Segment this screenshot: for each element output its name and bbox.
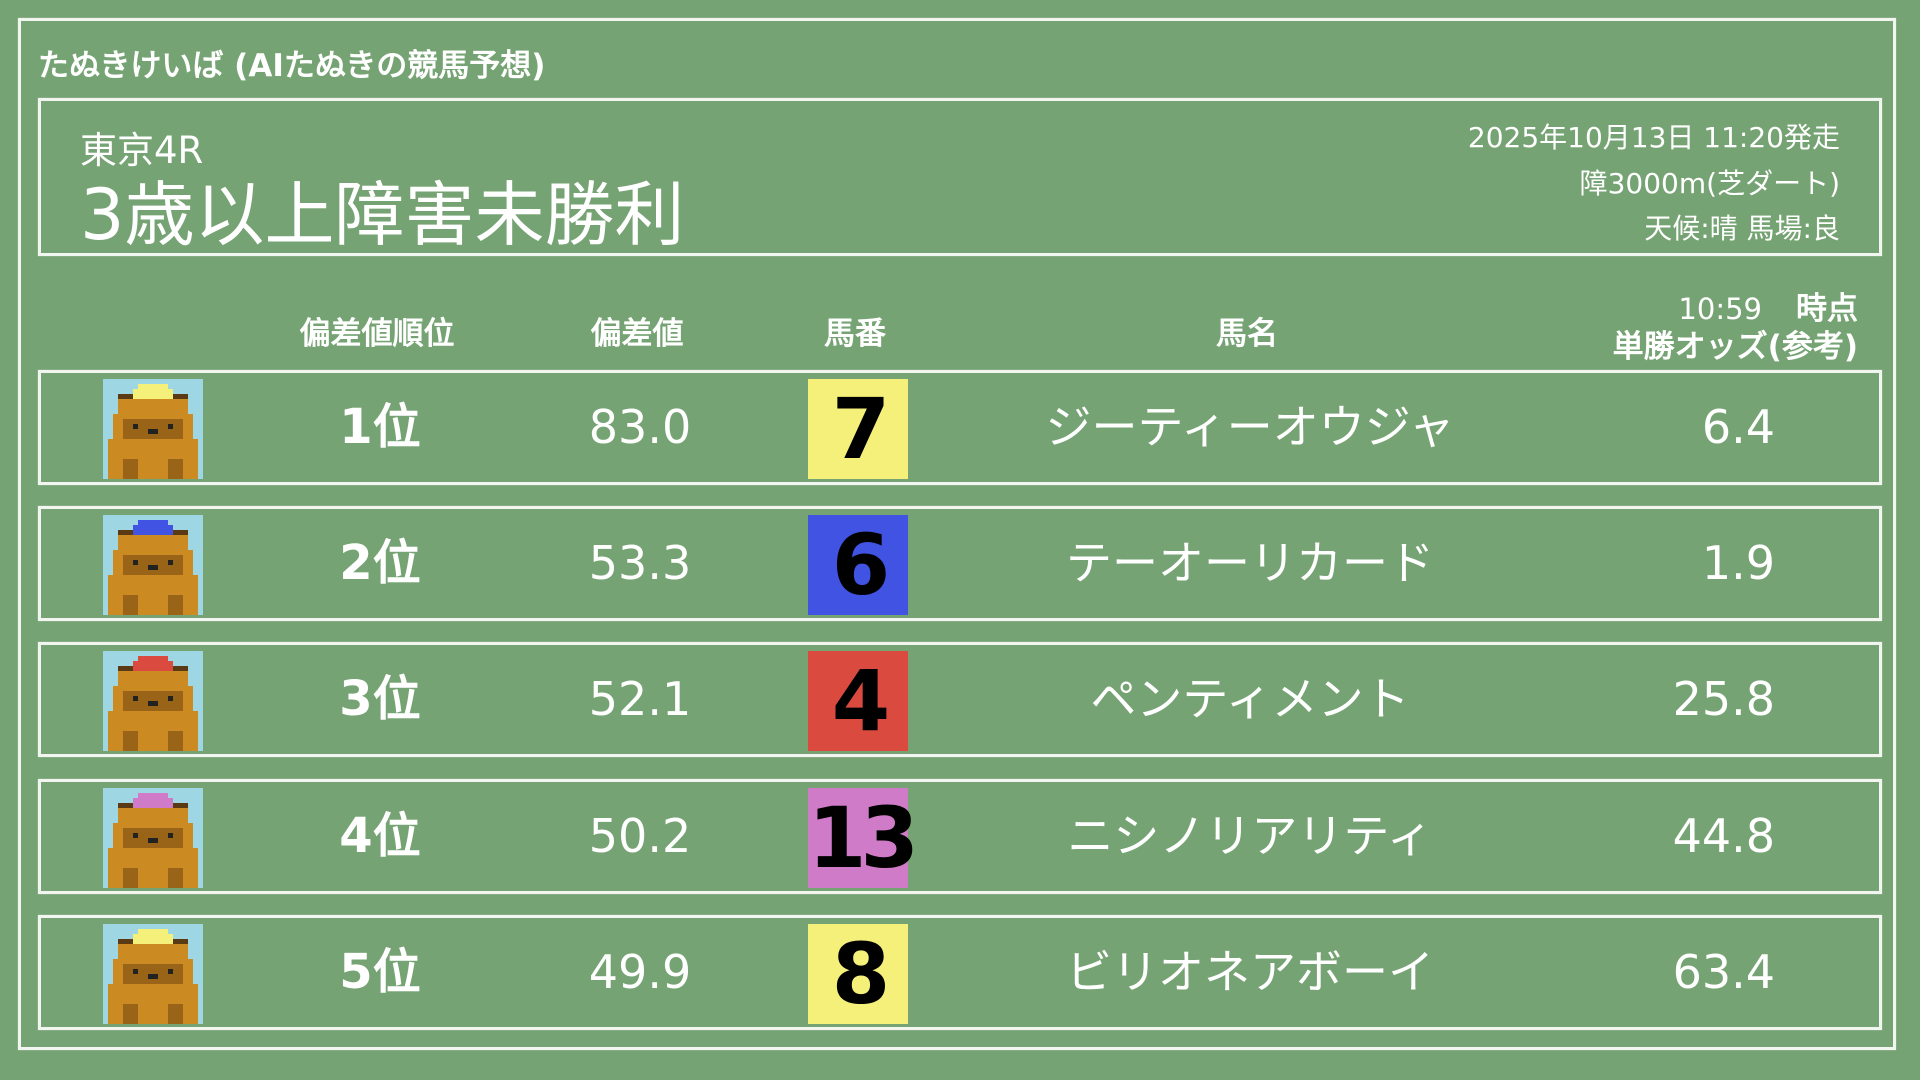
- table-row: 5位 49.9 8 ビリオネアボーイ 63.4: [38, 915, 1882, 1030]
- tanuki-icon: [103, 788, 203, 888]
- column-header-name: 馬名: [1216, 316, 1278, 352]
- rank: 1位: [339, 399, 421, 455]
- race-venue: 東京4R: [80, 129, 204, 172]
- horse-name: ビリオネアボーイ: [1066, 945, 1434, 999]
- odds: 44.8: [1672, 809, 1775, 863]
- horse-number: 13: [808, 788, 919, 888]
- table-row: 3位 52.1 4 ペンティメント 25.8: [38, 642, 1882, 757]
- horse-number: 7: [808, 379, 908, 479]
- rank: 4位: [339, 808, 421, 864]
- table-row: 1位 83.0 7 ジーティーオウジャ 6.4: [38, 370, 1882, 485]
- horse-name: ニシノリアリティ: [1067, 809, 1433, 863]
- score: 52.1: [588, 672, 692, 726]
- site-title: たぬきけいば (AIたぬきの競馬予想): [38, 48, 546, 84]
- rank: 3位: [339, 671, 421, 727]
- race-conditions: 天候:晴 馬場:良: [1644, 212, 1840, 245]
- score: 83.0: [588, 400, 692, 454]
- score: 49.9: [588, 945, 692, 999]
- horse-name: ペンティメント: [1090, 672, 1410, 726]
- column-header-rank: 偏差値順位: [299, 316, 455, 352]
- horse-number: 6: [808, 515, 908, 615]
- odds: 6.4: [1701, 400, 1775, 454]
- odds: 25.8: [1672, 672, 1775, 726]
- score: 53.3: [588, 536, 692, 590]
- horse-number: 4: [808, 651, 908, 751]
- race-course: 障3000m(芝ダート): [1579, 167, 1840, 200]
- column-header-odds: 10:59 時点 単勝オッズ(参考): [1613, 290, 1858, 366]
- odds: 1.9: [1701, 536, 1775, 590]
- table-row: 4位 50.2 13 ニシノリアリティ 44.8: [38, 779, 1882, 894]
- odds-time: 10:59: [1678, 292, 1762, 326]
- odds-time-suffix: 時点: [1796, 291, 1858, 327]
- odds-label: 単勝オッズ(参考): [1612, 329, 1858, 365]
- rank: 2位: [339, 535, 421, 591]
- race-name: 3歳以上障害未勝利: [80, 174, 685, 256]
- tanuki-icon: [103, 515, 203, 615]
- tanuki-icon: [103, 651, 203, 751]
- rank: 5位: [339, 944, 421, 1000]
- table-row: 2位 53.3 6 テーオーリカード 1.9: [38, 506, 1882, 621]
- column-header-number: 馬番: [824, 316, 886, 352]
- tanuki-icon: [103, 924, 203, 1024]
- odds: 63.4: [1672, 945, 1775, 999]
- score: 50.2: [588, 809, 692, 863]
- race-datetime: 2025年10月13日 11:20発走: [1467, 121, 1840, 154]
- horse-number: 8: [808, 924, 908, 1024]
- column-header-score: 偏差値: [590, 316, 684, 352]
- board-frame: [18, 18, 1896, 1050]
- horse-name: ジーティーオウジャ: [1045, 400, 1455, 454]
- tanuki-icon: [103, 379, 203, 479]
- race-header: [38, 98, 1882, 256]
- horse-name: テーオーリカード: [1066, 536, 1434, 590]
